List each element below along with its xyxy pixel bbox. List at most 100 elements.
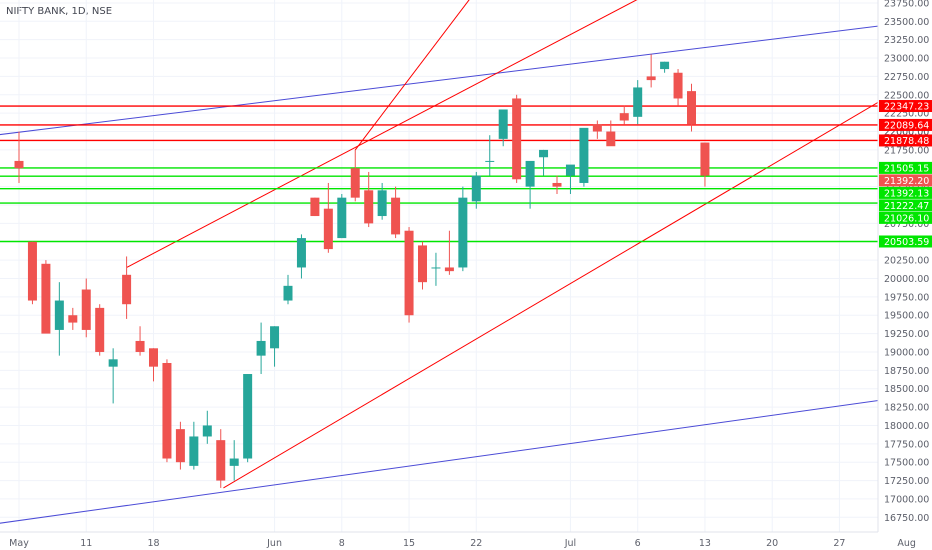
y-tick-label: 19500.00 — [884, 311, 929, 322]
x-tick-label: 13 — [699, 538, 711, 549]
y-tick-label: 17250.00 — [884, 476, 929, 487]
candle-body — [337, 197, 347, 239]
y-tick-label: 16750.00 — [884, 513, 929, 524]
candle-body — [68, 315, 78, 323]
candle-body — [364, 190, 374, 224]
price-level-tag-bg — [879, 235, 932, 248]
price-axis-ticks: 16750.00 17000.00 17250.00 17500.00 17750.00… — [884, 0, 929, 524]
candle-body — [418, 245, 427, 283]
x-tick-label: 20 — [766, 538, 778, 549]
price-level-tag: 21392.20 — [879, 174, 932, 187]
candle-body — [579, 127, 589, 183]
price-level-tag: 20503.59 — [879, 235, 932, 248]
candle-body — [525, 160, 535, 187]
price-level-tag: 22089.64 — [879, 118, 932, 131]
candle-body — [41, 263, 51, 334]
candle-body — [633, 87, 643, 117]
y-tick-label: 23000.00 — [884, 54, 929, 65]
x-tick-label: 18 — [147, 538, 159, 549]
x-tick-label: 6 — [635, 538, 641, 549]
candle-body — [471, 175, 481, 202]
x-tick-label: 15 — [403, 538, 415, 549]
y-tick-label: 23750.00 — [884, 0, 929, 9]
price-level-tag-bg — [879, 174, 932, 187]
y-tick-label: 19000.00 — [884, 347, 929, 358]
y-tick-label: 23500.00 — [884, 17, 929, 28]
candle-body — [404, 230, 414, 316]
y-tick-label: 19750.00 — [884, 292, 929, 303]
y-tick-label: 20750.00 — [884, 219, 929, 230]
y-tick-label: 22750.00 — [884, 72, 929, 83]
candle-body — [27, 241, 37, 301]
candle-body — [243, 374, 253, 459]
candle-body — [81, 289, 91, 330]
candle-body — [431, 267, 441, 269]
y-tick-label: 18250.00 — [884, 403, 929, 414]
candle-body — [122, 274, 132, 305]
candle-body — [202, 425, 212, 437]
time-axis-ticks: May 11 18 Jun 8 15 22 Jul 6 13 20 27 Aug — [9, 538, 916, 549]
price-axis[interactable] — [878, 0, 932, 550]
candle-body — [377, 190, 387, 217]
horizontal-levels[interactable] — [0, 105, 878, 243]
y-tick-label: 22000.00 — [884, 127, 929, 138]
upper-red-channel-line — [126, 0, 638, 268]
price-level-tag-bg — [879, 186, 932, 199]
candle-body — [14, 160, 24, 169]
price-level-tag: 21026.10 — [879, 211, 932, 224]
candle-body — [512, 98, 522, 180]
price-level-tag-label: 21222.47 — [884, 201, 929, 212]
candle-body — [498, 109, 508, 139]
price-level-tag: 21392.13 — [879, 186, 932, 199]
x-tick-label: Aug — [897, 538, 916, 549]
y-tick-label: 17000.00 — [884, 494, 929, 505]
candle-body — [444, 267, 454, 272]
x-tick-label: 27 — [833, 538, 845, 549]
x-tick-label: May — [9, 538, 29, 549]
candle-body — [108, 359, 118, 367]
candle-body — [552, 182, 562, 187]
y-tick-label: 17750.00 — [884, 439, 929, 450]
candles[interactable] — [14, 54, 710, 488]
x-tick-label: 22 — [470, 538, 482, 549]
candle-body — [54, 300, 64, 330]
candle-body — [619, 113, 629, 121]
price-level-tag-bg — [879, 134, 932, 147]
price-level-tag-label: 22347.23 — [884, 102, 929, 113]
price-level-tag-label: 21392.13 — [884, 188, 929, 199]
candle-body — [310, 197, 320, 217]
trendlines[interactable] — [0, 0, 932, 524]
candle-body — [95, 307, 105, 352]
chart-title: NIFTY BANK, 1D, NSE — [6, 6, 112, 17]
y-tick-label: 19250.00 — [884, 329, 929, 340]
y-tick-label: 18750.00 — [884, 366, 929, 377]
price-level-tag-bg — [879, 211, 932, 224]
candle-body — [296, 238, 306, 268]
candle-body — [700, 142, 710, 176]
price-level-tag-label: 21878.48 — [884, 136, 929, 147]
candle-body — [350, 168, 360, 198]
candle-body — [149, 348, 158, 367]
lower-blue-line — [0, 392, 932, 524]
price-level-tag: 21878.48 — [879, 134, 932, 147]
price-level-tag-label: 21392.20 — [884, 176, 929, 187]
price-level-tag: 22347.23 — [879, 100, 932, 113]
candle-body — [135, 340, 145, 352]
price-level-tag-label: 21505.15 — [884, 163, 929, 174]
upper-blue-line — [0, 18, 932, 136]
lower-red-channel-line — [223, 70, 932, 489]
y-tick-label: 22500.00 — [884, 90, 929, 101]
y-tick-label: 18000.00 — [884, 421, 929, 432]
candle-body — [189, 436, 199, 466]
x-tick-label: Jun — [266, 538, 282, 549]
candle-body — [646, 76, 656, 81]
y-tick-label: 22250.00 — [884, 109, 929, 120]
price-level-tag-label: 21026.10 — [884, 213, 929, 224]
candle-body — [283, 285, 293, 301]
y-tick-label: 23250.00 — [884, 35, 929, 46]
x-tick-label: 11 — [80, 538, 92, 549]
price-level-tag-bg — [879, 100, 932, 113]
candle-body — [162, 362, 172, 459]
